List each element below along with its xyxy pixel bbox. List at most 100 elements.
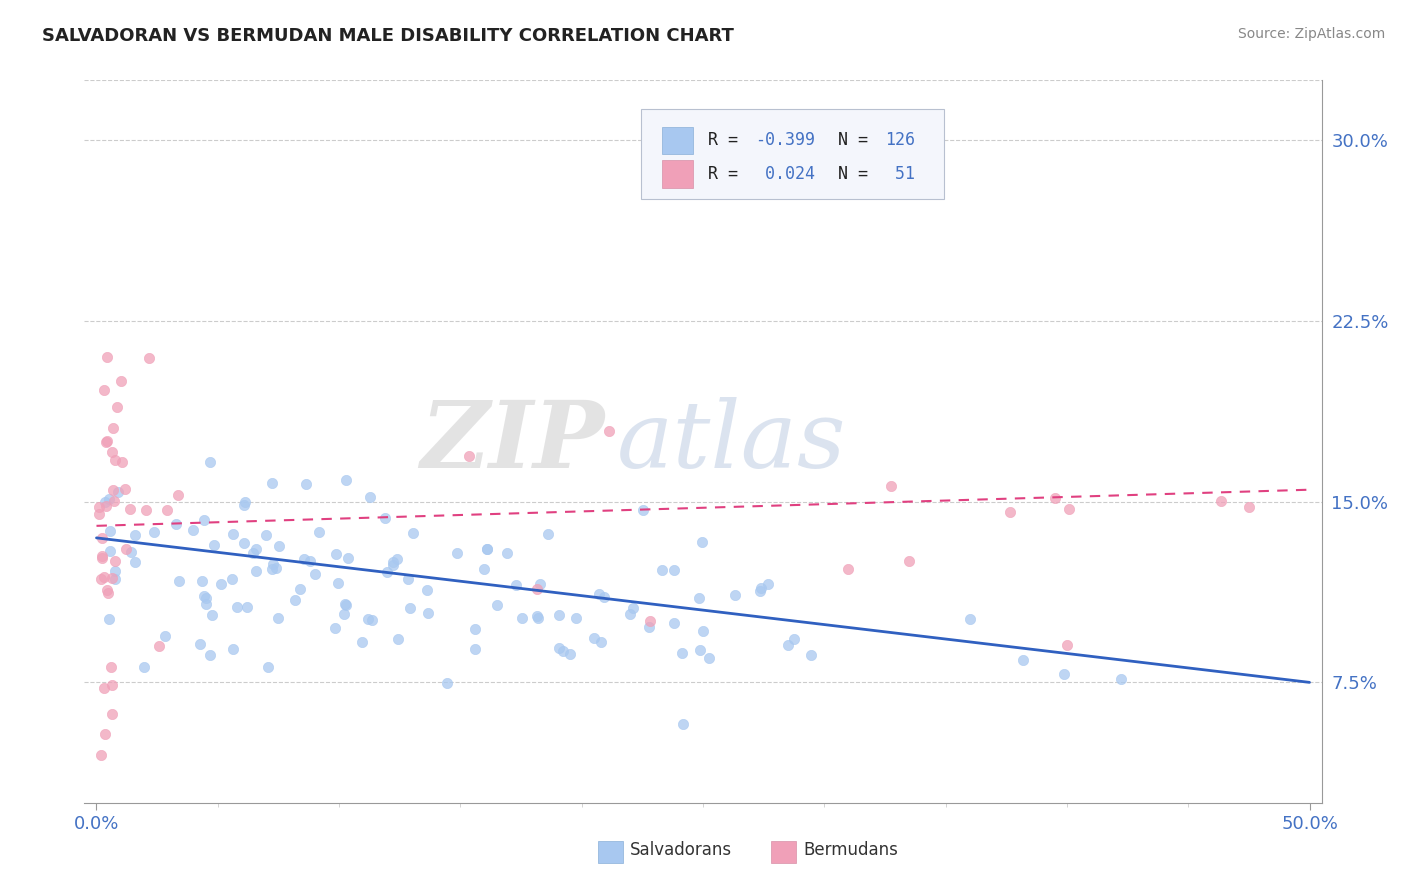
Point <box>446 546 468 560</box>
Point <box>257 660 280 674</box>
Point <box>124 528 146 542</box>
Point <box>191 574 214 589</box>
Point <box>382 558 405 572</box>
Point <box>662 563 685 577</box>
Point <box>254 528 277 542</box>
Point <box>299 554 322 568</box>
Point <box>222 641 245 656</box>
Point <box>96 499 118 513</box>
Point <box>98 524 121 538</box>
Text: 51: 51 <box>884 165 915 183</box>
Point <box>269 539 291 553</box>
Point <box>115 541 138 556</box>
Point <box>104 452 127 467</box>
Point <box>651 563 673 577</box>
Point <box>588 586 610 600</box>
Text: 126: 126 <box>884 131 915 149</box>
Point <box>477 542 499 557</box>
Point <box>688 591 710 605</box>
Point <box>638 620 661 634</box>
Point <box>100 444 122 458</box>
Point <box>396 573 419 587</box>
Bar <box>770 841 796 863</box>
Point <box>264 561 287 575</box>
Point <box>1109 672 1132 686</box>
Point <box>360 613 382 627</box>
Point <box>582 631 605 645</box>
Point <box>96 434 118 448</box>
Point <box>382 555 405 569</box>
Point <box>671 646 693 660</box>
Point <box>547 640 569 655</box>
Point <box>485 599 508 613</box>
Point <box>551 644 574 658</box>
Point <box>90 551 112 566</box>
Point <box>662 615 685 630</box>
Point <box>93 681 115 695</box>
Point <box>749 581 772 595</box>
Point <box>101 678 124 692</box>
Point <box>103 420 125 434</box>
Point <box>474 562 496 576</box>
Point <box>526 609 548 624</box>
Text: -0.399: -0.399 <box>755 131 815 149</box>
Point <box>100 659 122 673</box>
Point <box>1000 505 1022 519</box>
Point <box>335 598 357 612</box>
Point <box>294 477 316 491</box>
Point <box>201 607 224 622</box>
Point <box>233 535 256 549</box>
Point <box>1237 500 1260 515</box>
Point <box>209 577 232 591</box>
Text: 0.024: 0.024 <box>755 165 815 183</box>
Point <box>837 562 859 576</box>
Point <box>690 534 713 549</box>
Point <box>352 635 374 649</box>
Point <box>100 706 122 721</box>
Text: ZIP: ZIP <box>420 397 605 486</box>
Point <box>226 599 249 614</box>
Point <box>778 638 800 652</box>
Point <box>748 584 770 599</box>
Point <box>436 675 458 690</box>
Point <box>959 612 981 626</box>
Point <box>633 503 655 517</box>
Point <box>236 599 259 614</box>
Point <box>591 635 613 649</box>
Point <box>110 374 132 388</box>
Point <box>105 400 128 414</box>
Point <box>359 490 381 504</box>
Point <box>114 482 136 496</box>
Point <box>416 582 439 597</box>
Point <box>337 551 360 566</box>
Point <box>898 554 921 568</box>
Point <box>418 606 440 620</box>
Point <box>96 434 118 449</box>
Point <box>153 629 176 643</box>
Point <box>193 513 215 527</box>
Point <box>233 498 256 512</box>
Point <box>328 575 350 590</box>
Bar <box>598 841 623 863</box>
Point <box>221 572 243 586</box>
Point <box>202 538 225 552</box>
Point <box>464 642 486 657</box>
Point <box>242 546 264 560</box>
Bar <box>662 161 693 188</box>
Point <box>104 554 127 568</box>
Point <box>375 565 398 579</box>
Point <box>96 582 118 597</box>
Point <box>387 551 409 566</box>
Point <box>267 611 290 625</box>
Text: R =: R = <box>709 165 738 183</box>
Point <box>387 632 409 646</box>
Point <box>198 455 221 469</box>
Point <box>526 582 548 596</box>
Point <box>90 572 112 586</box>
Point <box>97 586 120 600</box>
Point <box>672 717 695 731</box>
Point <box>697 651 720 665</box>
Point <box>148 639 170 653</box>
Point <box>221 527 243 541</box>
Point <box>1053 667 1076 681</box>
